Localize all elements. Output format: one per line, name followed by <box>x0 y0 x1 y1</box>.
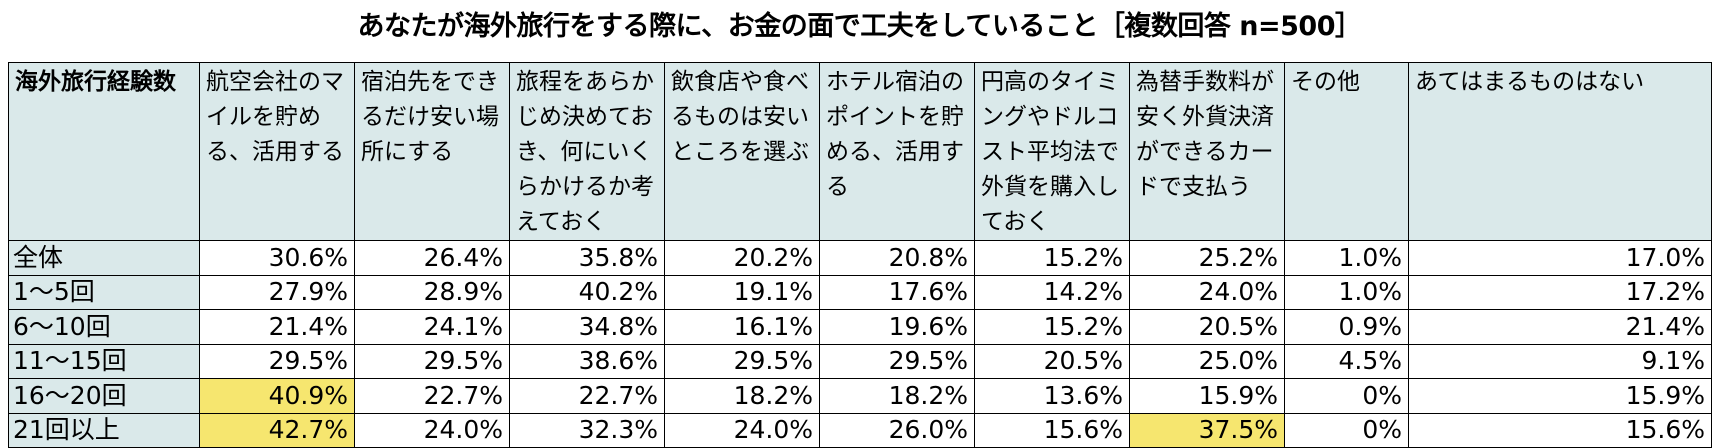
data-cell: 20.2% <box>664 240 820 276</box>
data-cell: 13.6% <box>974 378 1130 414</box>
data-cell: 20.5% <box>1129 309 1285 345</box>
data-cell: 9.1% <box>1408 343 1712 379</box>
column-header: ホテル宿泊のポイントを貯める、活用する <box>819 62 975 241</box>
table-body: 全体 30.6% 26.4% 35.8% 20.2% 20.8% 15.2% 25.2% 1.0… <box>8 240 1712 448</box>
row-label: 16～20回 <box>8 378 200 414</box>
data-cell: 40.9% <box>199 378 355 414</box>
row-label: 1～5回 <box>8 274 200 310</box>
data-cell: 15.2% <box>974 309 1130 345</box>
data-cell: 28.9% <box>354 274 510 310</box>
table-row: 21回以上 42.7% 24.0% 32.3% 24.0% 26.0% 15.6% 37.5%… <box>8 412 1712 448</box>
data-cell: 16.1% <box>664 309 820 345</box>
data-cell: 0% <box>1284 378 1409 414</box>
table-row: 16～20回 40.9% 22.7% 22.7% 18.2% 18.2% 13.6% 15.9… <box>8 378 1712 414</box>
data-cell: 1.0% <box>1284 240 1409 276</box>
data-cell: 29.5% <box>819 343 975 379</box>
data-cell: 18.2% <box>664 378 820 414</box>
survey-table: 海外旅行経験数 航空会社のマイルを貯める、活用する 宿泊先をできるだけ安い場所に… <box>8 62 1712 448</box>
data-cell: 19.6% <box>819 309 975 345</box>
row-label: 6～10回 <box>8 309 200 345</box>
data-cell: 26.4% <box>354 240 510 276</box>
data-cell: 17.2% <box>1408 274 1712 310</box>
data-cell: 34.8% <box>509 309 665 345</box>
data-cell: 0% <box>1284 412 1409 448</box>
table-row: 6～10回 21.4% 24.1% 34.8% 16.1% 19.6% 15.2% 20.5%… <box>8 309 1712 345</box>
data-cell: 29.5% <box>664 343 820 379</box>
data-cell: 4.5% <box>1284 343 1409 379</box>
column-header: その他 <box>1284 62 1409 241</box>
column-header: 円高のタイミングやドルコスト平均法で外貨を購入しておく <box>974 62 1130 241</box>
data-cell: 20.5% <box>974 343 1130 379</box>
data-cell: 15.6% <box>974 412 1130 448</box>
data-cell: 21.4% <box>199 309 355 345</box>
data-cell: 19.1% <box>664 274 820 310</box>
data-cell: 30.6% <box>199 240 355 276</box>
data-cell: 24.0% <box>1129 274 1285 310</box>
table-row: 全体 30.6% 26.4% 35.8% 20.2% 20.8% 15.2% 25.2% 1.0… <box>8 240 1712 276</box>
table-row: 11～15回 29.5% 29.5% 38.6% 29.5% 29.5% 20.5% 25.0… <box>8 343 1712 379</box>
data-cell: 15.6% <box>1408 412 1712 448</box>
data-cell: 24.0% <box>664 412 820 448</box>
row-label: 21回以上 <box>8 412 200 448</box>
data-cell: 15.9% <box>1408 378 1712 414</box>
header-row: 海外旅行経験数 航空会社のマイルを貯める、活用する 宿泊先をできるだけ安い場所に… <box>8 62 1712 241</box>
data-cell: 35.8% <box>509 240 665 276</box>
data-cell: 29.5% <box>354 343 510 379</box>
column-header: あてはまるものはない <box>1408 62 1712 241</box>
row-label: 11～15回 <box>8 343 200 379</box>
data-cell: 40.2% <box>509 274 665 310</box>
data-cell: 32.3% <box>509 412 665 448</box>
column-header: 宿泊先をできるだけ安い場所にする <box>354 62 510 241</box>
data-cell: 17.0% <box>1408 240 1712 276</box>
row-label: 全体 <box>8 240 200 276</box>
data-cell: 22.7% <box>509 378 665 414</box>
data-cell: 17.6% <box>819 274 975 310</box>
column-header: 航空会社のマイルを貯める、活用する <box>199 62 355 241</box>
data-cell: 24.0% <box>354 412 510 448</box>
data-cell: 38.6% <box>509 343 665 379</box>
data-cell: 26.0% <box>819 412 975 448</box>
data-cell: 1.0% <box>1284 274 1409 310</box>
data-cell: 42.7% <box>199 412 355 448</box>
data-cell: 14.2% <box>974 274 1130 310</box>
data-cell: 24.1% <box>354 309 510 345</box>
data-cell: 20.8% <box>819 240 975 276</box>
data-cell: 22.7% <box>354 378 510 414</box>
data-cell: 0.9% <box>1284 309 1409 345</box>
chart-title: あなたが海外旅行をする際に、お金の面で工夫をしていること［複数回答 n=500］ <box>357 11 1362 42</box>
column-header: 為替手数料が安く外貨決済ができるカードで支払う <box>1129 62 1285 241</box>
data-cell: 37.5% <box>1129 412 1285 448</box>
table-row: 1～5回 27.9% 28.9% 40.2% 19.1% 17.6% 14.2% 24.0% 1… <box>8 274 1712 310</box>
column-header: 飲食店や食べるものは安いところを選ぶ <box>664 62 820 241</box>
data-cell: 25.2% <box>1129 240 1285 276</box>
column-header: 旅程をあらかじめ決めておき、何にいくらかけるか考えておく <box>509 62 665 241</box>
data-cell: 15.9% <box>1129 378 1285 414</box>
data-cell: 29.5% <box>199 343 355 379</box>
data-cell: 21.4% <box>1408 309 1712 345</box>
corner-header: 海外旅行経験数 <box>8 62 200 241</box>
data-cell: 15.2% <box>974 240 1130 276</box>
data-cell: 27.9% <box>199 274 355 310</box>
data-cell: 25.0% <box>1129 343 1285 379</box>
data-cell: 18.2% <box>819 378 975 414</box>
